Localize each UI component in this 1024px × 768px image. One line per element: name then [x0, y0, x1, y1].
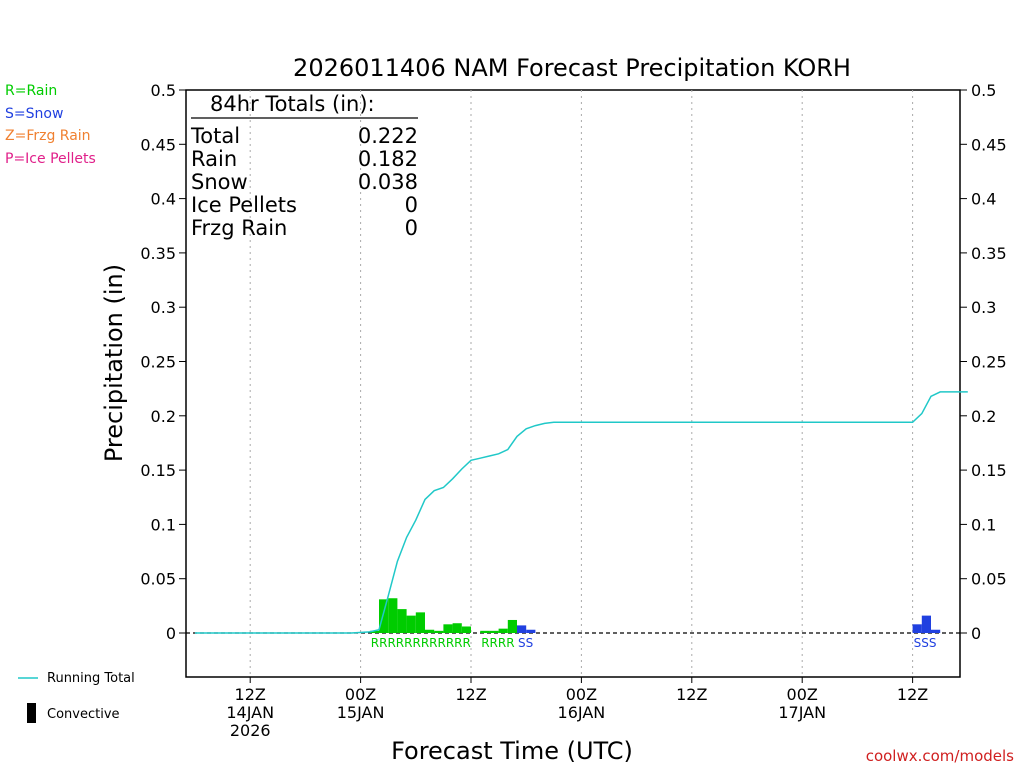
precip-bar [406, 615, 416, 633]
precip-bar [912, 624, 922, 633]
y-tick-label-left: 0.2 [151, 407, 176, 426]
y-tick-label-right: 0.2 [971, 407, 996, 426]
precip-type-label: SS [518, 636, 533, 650]
precip-type-label: RRRR [481, 636, 514, 650]
credit-link[interactable]: coolwx.com/models [866, 747, 1014, 765]
precip-type-label: RRRRRRRRRRRR [371, 636, 471, 650]
y-tick-label-left: 0.05 [140, 570, 176, 589]
y-tick-label-right: 0.1 [971, 515, 996, 534]
precip-bar [443, 624, 453, 633]
precip-bar [480, 630, 490, 633]
precip-bar [369, 630, 379, 633]
legend-ice-pellets: P=Ice Pellets [5, 151, 96, 167]
vertical-gridlines [249, 90, 914, 677]
y-tick-label-right: 0.15 [971, 461, 1007, 480]
convective-legend-swatch [27, 703, 36, 723]
x-tick-label: 12Z [455, 685, 486, 704]
precip-bar [498, 628, 508, 633]
precip-bar [921, 615, 931, 633]
y-axis-left: 0 0.05 0.1 0.15 0.2 0.25 0.3 0.35 0.4 0.45 0.5 [140, 81, 186, 643]
precip-bar [388, 598, 398, 633]
chart-title: 2026011406 NAM Forecast Precipitation KO… [293, 54, 851, 82]
totals-row-label: Snow [191, 170, 248, 194]
x-tick-label: 00Z [345, 685, 376, 704]
precip-bar [425, 629, 435, 633]
y-tick-label-left: 0.15 [140, 461, 176, 480]
x-axis-title: Forecast Time (UTC) [391, 737, 633, 765]
y-tick-label-right: 0.25 [971, 353, 1007, 372]
y-tick-label-right: 0.05 [971, 570, 1007, 589]
x-tick-label: 2026 [230, 721, 271, 740]
precip-bar [489, 630, 499, 633]
y-tick-label-right: 0.35 [971, 244, 1007, 263]
x-tick-label: 15JAN [337, 703, 385, 722]
precip-bar [397, 609, 407, 633]
precip-bar [526, 629, 536, 633]
x-tick-label: 16JAN [558, 703, 606, 722]
y-tick-label-left: 0.25 [140, 353, 176, 372]
totals-table: Total 0.222 Rain 0.182 Snow 0.038 Ice Pellets 0… [190, 124, 418, 240]
y-tick-label-left: 0.35 [140, 244, 176, 263]
precip-bar [434, 630, 444, 633]
x-tick-label: 12Z [235, 685, 266, 704]
totals-row-value: 0.182 [358, 147, 418, 171]
y-tick-label-right: 0 [971, 624, 981, 643]
precip-bar [415, 612, 425, 633]
y-tick-label-left: 0.45 [140, 135, 176, 154]
y-tick-label-left: 0.1 [151, 515, 176, 534]
legend-snow: S=Snow [5, 106, 63, 122]
plot-area-frame [185, 89, 961, 678]
totals-row-value: 0 [405, 193, 418, 217]
precip-bar [461, 626, 471, 633]
precip-bar [517, 625, 527, 633]
y-tick-label-left: 0.5 [151, 81, 176, 100]
y-tick-label-left: 0.3 [151, 298, 176, 317]
totals-row-label: Ice Pellets [191, 193, 297, 217]
totals-row-value: 0.222 [358, 124, 418, 148]
y-tick-label-right: 0.5 [971, 81, 996, 100]
convective-legend-label: Convective [47, 707, 120, 722]
precip-bar [507, 619, 517, 633]
totals-row-value: 0 [405, 216, 418, 240]
x-tick-label: 17JAN [778, 703, 826, 722]
y-axis-right: 0 0.05 0.1 0.15 0.2 0.25 0.3 0.35 0.4 0.45 0.5 [960, 81, 1007, 643]
totals-row-label: Rain [191, 147, 237, 171]
y-axis-title: Precipitation (in) [100, 264, 128, 462]
running-total-line [195, 391, 968, 634]
running-total-legend-label: Running Total [47, 671, 135, 686]
y-tick-label-left: 0.4 [151, 190, 176, 209]
x-tick-label: 12Z [676, 685, 707, 704]
x-tick-label: 00Z [566, 685, 597, 704]
y-tick-label-right: 0.45 [971, 135, 1007, 154]
totals-row-label: Frzg Rain [191, 216, 287, 240]
x-tick-label: 00Z [787, 685, 818, 704]
y-tick-label-right: 0.4 [971, 190, 996, 209]
precip-bar [379, 599, 389, 633]
precip-bar [452, 623, 462, 633]
precip-type-labels: RRRRRRRRRRRR RRRR SS SSS [371, 636, 937, 650]
precipitation-bars [369, 598, 941, 633]
x-tick-label: 14JAN [226, 703, 274, 722]
precip-type-label: SSS [914, 636, 937, 650]
x-tick-label: 12Z [897, 685, 928, 704]
totals-row-value: 0.038 [358, 170, 418, 194]
precip-bar [931, 629, 941, 633]
legend-rain: R=Rain [5, 83, 57, 99]
y-tick-label-left: 0 [166, 624, 176, 643]
legend-freezing-rain: Z=Frzg Rain [5, 128, 91, 144]
totals-heading: 84hr Totals (in): [210, 92, 375, 116]
y-tick-label-right: 0.3 [971, 298, 996, 317]
totals-row-label: Total [190, 124, 240, 148]
